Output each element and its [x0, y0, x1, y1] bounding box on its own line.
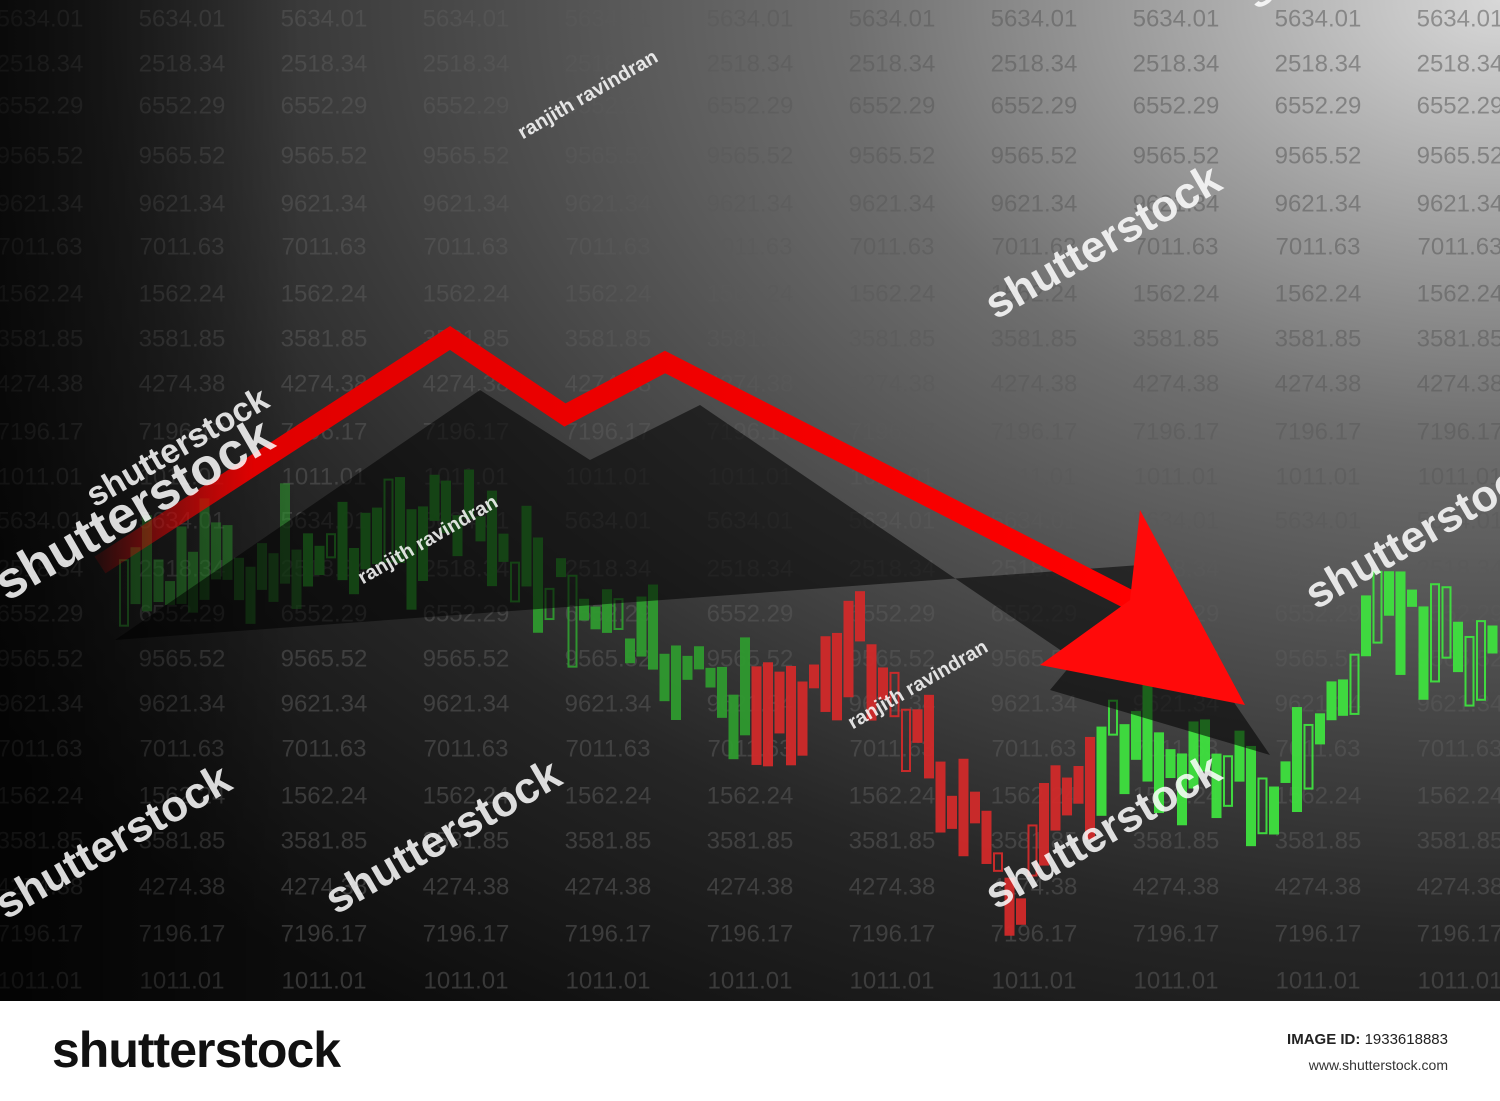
- image-id: IMAGE ID: 1933618883: [1287, 1031, 1448, 1048]
- arrow-line: [94, 326, 1135, 609]
- trend-arrow: [94, 326, 1270, 755]
- logo: shutterstock: [52, 1022, 341, 1078]
- site: www.shutterstock.com: [1308, 1057, 1448, 1073]
- image-id-label: IMAGE ID:: [1287, 1031, 1361, 1048]
- arrow-head: [1040, 510, 1245, 705]
- arrow-shadow: [115, 390, 1270, 755]
- footer: shutterstock IMAGE ID: 1933618883 www.sh…: [0, 1001, 1500, 1101]
- illustration: 5634.012518.346552.299565.529621.347011.…: [0, 0, 1500, 1001]
- image-id-value: 1933618883: [1364, 1031, 1448, 1048]
